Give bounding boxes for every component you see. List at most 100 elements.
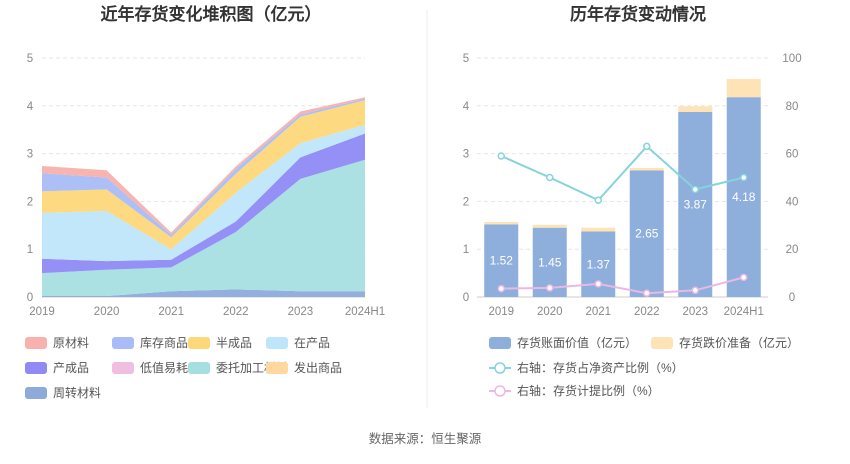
left-x-tick-label: 2021 <box>158 306 184 318</box>
left-x-tick-label: 2022 <box>223 306 249 318</box>
right-y2-tick-label: 100 <box>782 53 801 65</box>
left-x-tick-label: 2023 <box>288 306 314 318</box>
right-gridlines <box>477 57 768 298</box>
left-x-tick-label: 2019 <box>29 306 55 318</box>
left-chart-title: 近年存货变化堆积图（亿元） <box>101 4 322 24</box>
left-legend-item[interactable]: 发出商品 <box>266 360 342 375</box>
impairment-bar <box>629 167 664 171</box>
left-legend-item[interactable]: 库存商品 <box>112 335 188 350</box>
left-y-tick-label: 3 <box>27 149 33 161</box>
left-legend-item[interactable]: 产成品 <box>25 361 89 375</box>
right-chart-title: 历年存货变动情况 <box>570 4 706 24</box>
right-legend-item[interactable]: 右轴：存货计提比例（%） <box>489 383 660 398</box>
right-bar-labels: 1.52 1.45 1.37 2.65 3.87 4.18 <box>490 190 756 271</box>
right-y2-axis: 0 20 40 60 80 100 <box>782 53 801 304</box>
right-y-axis: 0 1 2 3 4 5 <box>463 53 470 304</box>
line-point <box>643 142 651 151</box>
right-y2-tick-label: 80 <box>786 101 799 113</box>
impairment-bar <box>726 79 761 98</box>
legend-swatch <box>112 362 134 374</box>
line-point <box>546 284 554 292</box>
impairment-bar <box>581 227 616 232</box>
right-x-tick-label: 2019 <box>488 306 514 318</box>
right-y-tick-label: 5 <box>463 53 469 65</box>
legend-swatch <box>651 337 673 349</box>
bar-value-label: 3.87 <box>684 198 708 212</box>
right-legend-item[interactable]: 存货账面价值（亿元） <box>489 335 637 350</box>
right-legend: 存货账面价值（亿元） 存货跌价准备（亿元） 右轴：存货占净资产比例（%） 右轴：存货计… <box>489 335 799 398</box>
area-series-6 <box>42 100 365 250</box>
right-x-tick-label: 2023 <box>682 306 708 318</box>
line-point <box>691 286 699 295</box>
bar-value-label: 1.52 <box>490 254 514 268</box>
legend-label: 低值易耗品 <box>140 360 200 375</box>
left-y-tick-label: 2 <box>27 196 33 208</box>
line-point <box>546 173 554 182</box>
left-y-tick-label: 0 <box>27 292 33 304</box>
right-legend-item[interactable]: 存货跌价准备（亿元） <box>651 335 799 350</box>
line-point <box>497 284 505 293</box>
right-y2-tick-label: 0 <box>789 292 795 304</box>
left-legend-item[interactable]: 周转材料 <box>25 385 101 400</box>
legend-marker <box>494 385 506 397</box>
right-y2-tick-label: 20 <box>786 244 799 256</box>
left-legend-item[interactable]: 原材料 <box>25 336 89 350</box>
legend-label: 原材料 <box>53 336 89 350</box>
ratio-line <box>500 144 745 202</box>
area-series-4 <box>42 133 365 274</box>
book-value-bar <box>678 112 713 297</box>
legend-label: 存货跌价准备（亿元） <box>679 335 799 350</box>
right-legend-item[interactable]: 右轴：存货占净资产比例（%） <box>489 360 684 375</box>
bar-value-label: 1.45 <box>538 255 562 269</box>
line-point <box>594 196 602 204</box>
bar-value-label: 1.37 <box>587 257 611 271</box>
right-y-tick-label: 0 <box>463 292 469 304</box>
impairment-bar <box>484 221 519 225</box>
line-point <box>497 152 505 160</box>
legend-swatch <box>112 337 134 349</box>
right-y-tick-label: 1 <box>463 244 469 256</box>
legend-swatch <box>188 362 210 374</box>
right-x-tick-label: 2024H1 <box>724 306 764 318</box>
left-legend-item[interactable]: 低值易耗品 <box>112 360 200 375</box>
bar-value-label: 4.18 <box>732 190 756 204</box>
left-x-axis: 2019 2020 2021 2022 2023 2024H1 <box>29 306 385 318</box>
right-y2-tick-label: 60 <box>786 149 799 161</box>
legend-swatch <box>25 337 47 349</box>
area-series-5 <box>42 124 365 262</box>
right-y-tick-label: 4 <box>463 101 470 113</box>
left-y-tick-label: 1 <box>27 244 33 256</box>
right-bar-series <box>484 79 761 297</box>
line-point <box>740 173 748 182</box>
line-point <box>691 185 699 194</box>
bar-value-label: 2.65 <box>635 227 659 241</box>
legend-marker <box>494 362 506 374</box>
impairment-bar <box>678 106 713 113</box>
legend-label: 右轴：存货计提比例（%） <box>517 383 660 398</box>
legend-label: 周转材料 <box>53 385 101 400</box>
left-area-series <box>42 97 365 297</box>
legend-label: 右轴：存货占净资产比例（%） <box>517 360 684 375</box>
legend-swatch <box>489 337 511 349</box>
right-line-series <box>497 142 748 297</box>
data-source: 数据来源：恒生聚源 <box>369 431 482 446</box>
left-y-axis: 0 1 2 3 4 5 <box>27 53 34 304</box>
legend-swatch <box>188 337 210 349</box>
legend-label: 存货账面价值（亿元） <box>517 335 637 350</box>
area-series-1 <box>42 159 365 296</box>
left-y-tick-label: 4 <box>27 101 34 113</box>
legend-swatch <box>25 387 47 399</box>
right-y-tick-label: 3 <box>463 149 469 161</box>
left-legend-item[interactable]: 在产品 <box>266 336 330 350</box>
right-y2-tick-label: 40 <box>786 196 799 208</box>
right-x-axis: 2019 2020 2021 2022 2023 2024H1 <box>488 306 763 318</box>
impairment-bar <box>532 224 567 228</box>
right-x-tick-label: 2020 <box>537 306 563 318</box>
book-value-bar <box>726 97 761 297</box>
left-legend-item[interactable]: 半成品 <box>188 336 252 350</box>
legend-label: 半成品 <box>216 336 252 350</box>
legend-label: 产成品 <box>53 361 89 375</box>
left-y-tick-label: 5 <box>27 53 33 65</box>
